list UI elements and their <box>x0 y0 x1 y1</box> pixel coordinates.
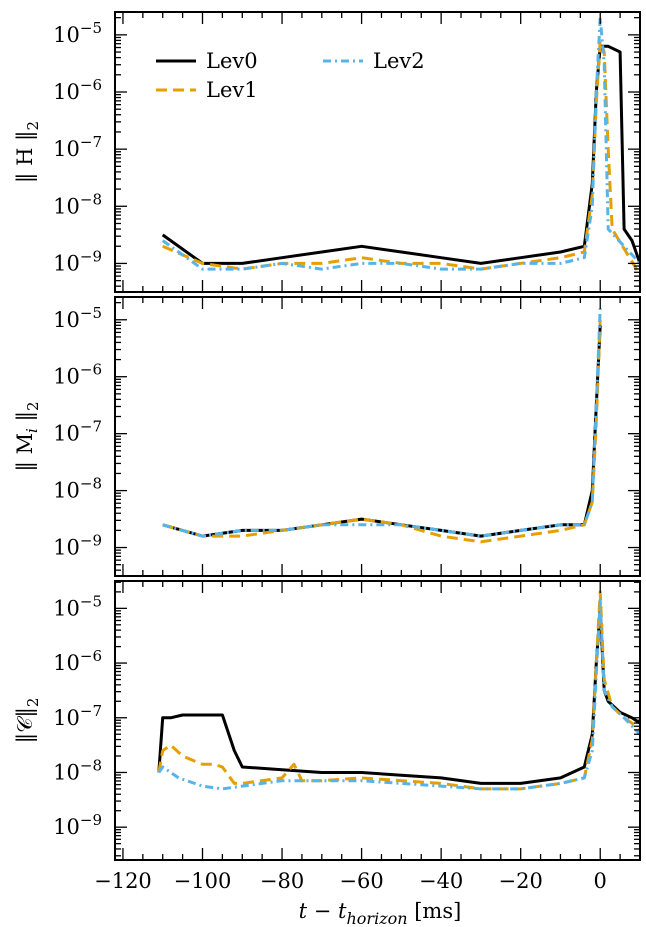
series-line-lev0 <box>162 325 602 538</box>
y-tick-label: 10−9 <box>53 811 102 839</box>
series-line-lev2 <box>157 598 640 791</box>
y-tick-label: 10−7 <box>53 418 102 446</box>
y-tick-label: 10−8 <box>53 756 102 784</box>
x-tick-label: −80 <box>260 869 304 893</box>
series-line-lev2 <box>162 308 602 538</box>
panel-0: 10−9 10−8 10−7 10−6 10−5 ‖ H ‖2 <box>13 11 641 293</box>
legend-label-lev2: Lev2 <box>373 49 425 73</box>
y-tick-label: 10−9 <box>53 532 102 560</box>
y-tick-label: 10−6 <box>53 76 102 104</box>
y-tick-label: 10−5 <box>53 304 102 332</box>
x-tick-label: −60 <box>339 869 383 893</box>
y-tick-label: 10−5 <box>53 19 102 47</box>
x-axis-label: t − thorizon [ms] <box>299 899 462 927</box>
y-tick-label: 10−8 <box>53 475 102 503</box>
y-tick-label: 10−8 <box>53 190 102 218</box>
panel-1: 10−9 10−8 10−7 10−6 10−5 ‖ Mi ‖2 <box>13 296 641 577</box>
series-line-lev0 <box>157 606 640 785</box>
y-axis-label: ‖ H ‖2 <box>13 121 42 183</box>
y-tick-label: 10−7 <box>53 133 102 161</box>
y-tick-label: 10−6 <box>53 361 102 389</box>
legend: Lev0 Lev1 Lev2 <box>156 49 425 102</box>
x-tick-label: −20 <box>499 869 543 893</box>
y-tick-label: 10−5 <box>53 592 102 620</box>
y-tick-label: 10−7 <box>53 702 102 730</box>
series-line-lev1 <box>162 39 640 276</box>
x-axis: −120 −100 −80 −60 −40 −20 0 <box>94 869 607 893</box>
x-tick-label: −100 <box>174 869 232 893</box>
y-axis-label: ‖𝒞‖2 <box>13 698 42 744</box>
x-tick-label: −40 <box>419 869 463 893</box>
series-line-lev1 <box>162 319 602 544</box>
panel-2: 10−9 10−8 10−7 10−6 10−5 ‖𝒞‖2 <box>13 580 641 861</box>
series-line-lev0 <box>161 44 640 265</box>
y-tick-label: 10−9 <box>53 247 102 275</box>
x-tick-label: −120 <box>94 869 152 893</box>
series-line-lev2 <box>161 16 640 271</box>
legend-label-lev0: Lev0 <box>206 49 258 73</box>
x-tick-label: 0 <box>594 869 607 893</box>
series-line-lev1 <box>157 590 640 791</box>
panel-frame <box>114 580 641 861</box>
y-tick-label: 10−6 <box>53 647 102 675</box>
y-axis-label: ‖ Mi ‖2 <box>13 401 42 471</box>
legend-label-lev1: Lev1 <box>206 78 258 102</box>
